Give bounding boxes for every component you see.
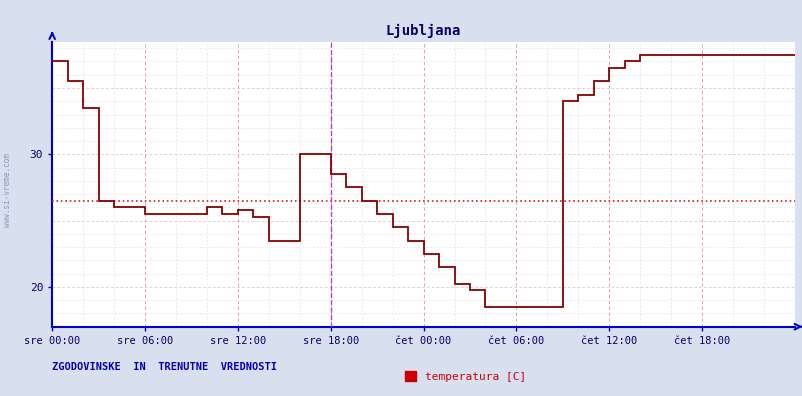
Legend: temperatura [C]: temperatura [C] — [400, 367, 530, 386]
Title: Ljubljana: Ljubljana — [386, 23, 460, 38]
Text: ZGODOVINSKE  IN  TRENUTNE  VREDNOSTI: ZGODOVINSKE IN TRENUTNE VREDNOSTI — [52, 362, 277, 372]
Text: www.si-vreme.com: www.si-vreme.com — [2, 153, 12, 227]
